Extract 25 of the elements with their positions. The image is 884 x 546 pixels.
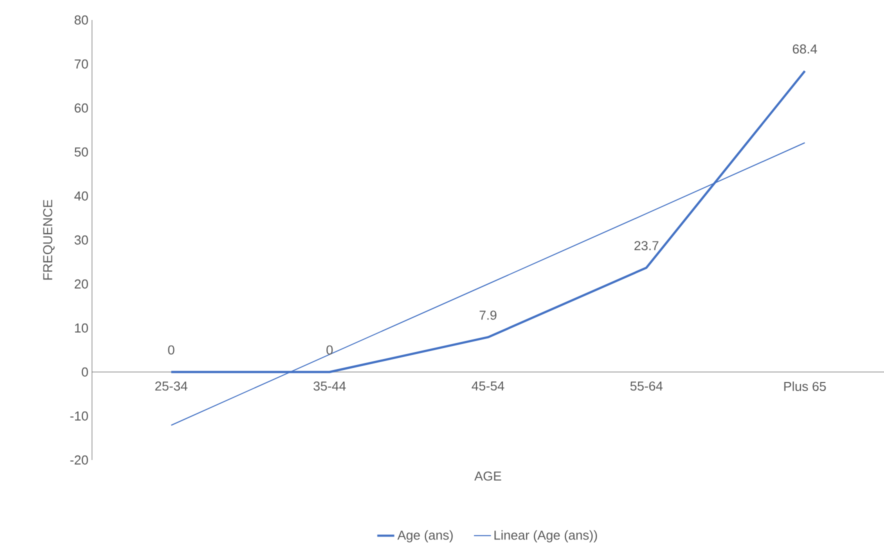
y-tick-label: 20: [74, 279, 88, 289]
x-tick-label: 35-44: [314, 381, 346, 391]
y-tick-label: 0: [82, 367, 88, 377]
data-label: 23.7: [634, 241, 658, 250]
x-tick-label: 55-64: [630, 381, 663, 391]
x-tick-label: Plus 65: [784, 381, 826, 392]
data-label: 68.4: [792, 44, 818, 54]
y-tick-label: 70: [74, 59, 88, 69]
y-tick-label: 40: [74, 191, 88, 201]
y-tick-label: -10: [70, 411, 88, 421]
x-tick-label: 25-34: [155, 381, 188, 391]
y-tick-label: 60: [74, 103, 88, 113]
y-tick-label: 10: [75, 323, 88, 333]
y-tick-label: 30: [74, 235, 88, 245]
y-tick-label: -20: [70, 455, 88, 465]
data-label: 0: [168, 345, 174, 355]
legend-label: Linear (Age (ans)): [494, 530, 597, 542]
x-tick-label: 45-54: [472, 382, 504, 391]
y-axis-title: FREQUENCE: [43, 200, 55, 280]
y-tick-label: 80: [74, 15, 88, 25]
legend-label: Age (ans): [397, 530, 453, 542]
x-axis-title: AGE: [474, 471, 502, 481]
data-label: 0: [326, 345, 333, 355]
data-label: 7.9: [480, 310, 496, 320]
y-tick-label: 50: [74, 147, 88, 157]
